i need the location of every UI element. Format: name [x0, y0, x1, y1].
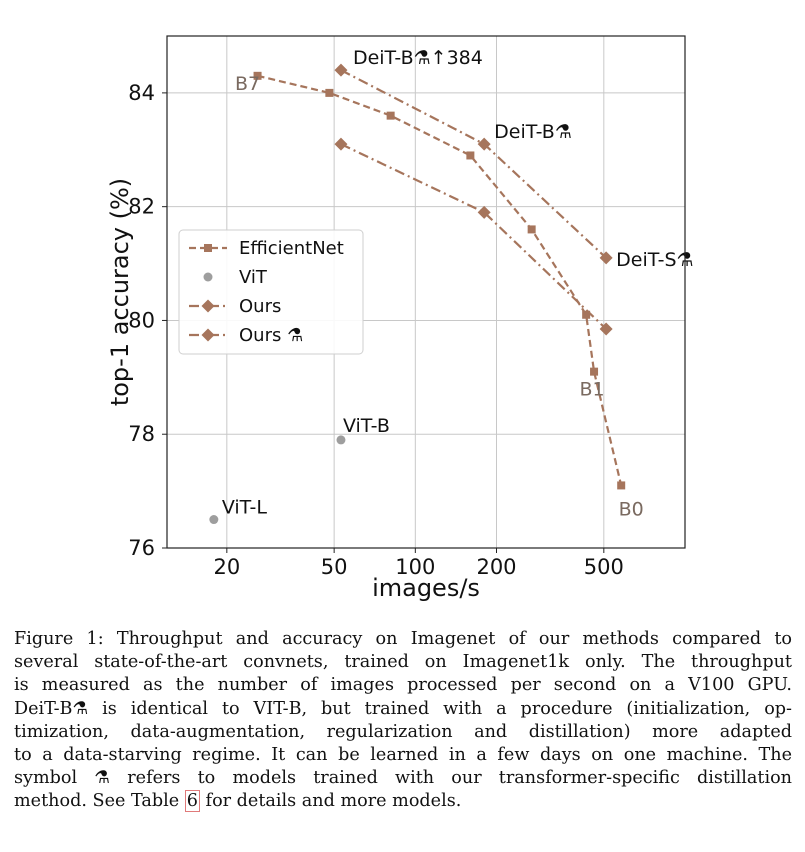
caption-line: symbol ⚗ refers to models trained with o… — [14, 768, 792, 789]
table-reference-link[interactable]: 6 — [184, 790, 200, 813]
legend-item: EfficientNet — [189, 238, 344, 259]
legend-marker — [204, 244, 212, 252]
plot-frame — [166, 35, 686, 549]
x-tick-label: 20 — [213, 555, 240, 579]
data-point — [466, 151, 475, 160]
caption-line: several state-of-the-art convnets, train… — [14, 652, 792, 673]
series-line — [340, 143, 607, 330]
legend-label: EfficientNet — [239, 238, 344, 259]
annotation-label: B7 — [235, 73, 260, 95]
data-point — [336, 435, 346, 445]
data-point — [253, 71, 262, 80]
annotation-label: DeiT-B⚗ — [494, 121, 572, 143]
chart: B7 B1 B0 DeiT-B⚗↑384 DeiT-B⚗ DeiT-S⚗ ViT-B ViT-… — [106, 35, 694, 602]
data-point — [617, 481, 626, 490]
annotation-label: ViT-L — [222, 497, 268, 519]
annotation-label: DeiT-S⚗ — [616, 249, 693, 271]
annotations: B7 B1 B0 DeiT-B⚗↑384 DeiT-B⚗ DeiT-S⚗ ViT-B ViT-… — [222, 47, 694, 520]
legend-label: ViT — [239, 267, 268, 288]
data-point — [386, 111, 395, 120]
data-point — [590, 367, 599, 376]
y-axis-label: top-1 accuracy (%) — [106, 178, 134, 406]
figure-caption: Figure 1: Throughput and accuracy on Ima… — [14, 628, 792, 814]
tick-labels: 20 50 100 200 500 76 78 80 82 84 — [128, 81, 624, 579]
x-tick-label: 100 — [395, 555, 435, 579]
data-point — [599, 322, 613, 336]
series-1 — [209, 435, 346, 525]
caption-line: is measured as the number of images proc… — [14, 675, 792, 696]
x-tick-label: 50 — [321, 555, 348, 579]
data-point — [527, 225, 536, 234]
legend-label: Ours ⚗ — [239, 325, 303, 346]
legend-label: Ours — [239, 296, 281, 317]
caption-line: DeiT-B⚗ is identical to VIT-B, but train… — [14, 698, 792, 719]
x-tick-label: 200 — [476, 555, 516, 579]
data-point — [334, 63, 348, 77]
caption-line: to a data-starving regime. It can be lea… — [14, 745, 792, 766]
annotation-label: B1 — [579, 379, 604, 401]
caption-line: method. See Table 6 for details and more… — [14, 790, 792, 813]
data-point — [325, 88, 334, 97]
series-layer — [209, 63, 626, 525]
annotation-label: ViT-B — [343, 415, 390, 437]
caption-line: timization, data-augmentation, regulariz… — [14, 721, 792, 742]
legend-marker — [201, 328, 215, 342]
y-tick-label: 80 — [128, 308, 155, 332]
legend-marker — [201, 299, 215, 313]
data-point — [582, 310, 591, 319]
y-tick-label: 84 — [128, 81, 155, 105]
series-line — [257, 74, 623, 486]
annotation-label: B0 — [619, 498, 644, 520]
x-axis-label: images/s — [372, 574, 480, 602]
caption-line: Figure 1: Throughput and accuracy on Ima… — [14, 629, 792, 649]
legend: EfficientNet ViT Ours Ours ⚗ — [178, 229, 364, 355]
y-tick-label: 82 — [128, 195, 155, 219]
data-point — [477, 205, 491, 219]
data-point — [209, 515, 219, 525]
series-2 — [334, 137, 613, 336]
caption-text: for details and more models. — [199, 791, 462, 812]
legend-item: Ours — [189, 296, 281, 317]
y-tick-label: 76 — [128, 536, 155, 560]
legend-item: Ours ⚗ — [189, 325, 303, 346]
y-tick-label: 78 — [128, 422, 155, 446]
series-3 — [334, 63, 613, 265]
caption-text: method. See Table — [14, 791, 185, 812]
legend-box — [178, 229, 364, 355]
legend-item: ViT — [203, 267, 268, 288]
data-point — [599, 251, 613, 265]
data-point — [334, 137, 348, 151]
legend-marker — [203, 272, 213, 282]
series-0 — [253, 71, 626, 490]
data-point — [477, 137, 491, 151]
annotation-label: DeiT-B⚗↑384 — [353, 47, 483, 69]
x-tick-label: 500 — [584, 555, 624, 579]
